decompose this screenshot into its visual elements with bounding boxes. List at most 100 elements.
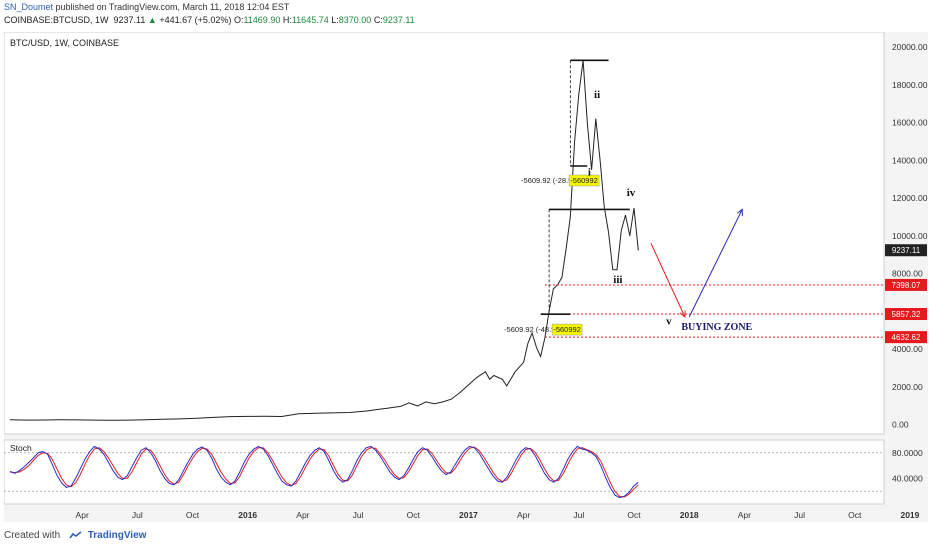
price-point: [459, 392, 461, 393]
price-point: [608, 231, 609, 233]
y-tick-label: 8000.00: [892, 269, 923, 279]
x-tick-label: Oct: [407, 510, 421, 520]
stoch-tick-label: 40.0000: [892, 473, 923, 483]
price-point: [26, 419, 28, 421]
buying-zone-label: BUYING ZONE: [681, 322, 752, 333]
y-tick-label: 10000.00: [892, 231, 928, 241]
measure-2-text: -5609.92 (-48.92%): [504, 325, 569, 334]
close-label: C:: [373, 15, 383, 25]
y-tick-label: 18000.00: [892, 80, 928, 90]
price-point: [595, 118, 597, 120]
x-tick-label: Jul: [353, 510, 364, 520]
price-point: [94, 419, 96, 421]
author-link[interactable]: SN_Doumet: [4, 2, 54, 12]
price-point: [145, 419, 147, 420]
wave-label-i: i: [588, 166, 591, 178]
price-point: [400, 406, 401, 407]
footer: Created with TradingView: [4, 530, 146, 541]
created-with-label: Created with: [4, 530, 61, 541]
x-tick-label: 2019: [900, 510, 919, 520]
wave-label-ii: ii: [594, 89, 600, 101]
price-point: [179, 418, 181, 420]
stoch-tick-label: 80.0000: [892, 448, 923, 458]
measure-1-box: [568, 174, 600, 187]
price-point: [625, 214, 626, 216]
stoch-panel: [4, 439, 885, 505]
stoch-label: Stoch: [10, 443, 32, 453]
price-point: [502, 378, 503, 380]
price-point: [77, 419, 79, 421]
x-tick-label: 2017: [459, 510, 478, 520]
y-tick-label: 20000.00: [892, 42, 928, 52]
price-point: [531, 332, 533, 334]
close-value: 9237.11: [382, 15, 415, 25]
stoch-d-line: [9, 446, 639, 498]
x-tick-label: Apr: [76, 510, 89, 520]
price-point: [60, 419, 62, 421]
chart-area[interactable]: BTC/USD, 1W, COINBASE0.002000.004000.006…: [4, 32, 928, 522]
price-point: [604, 207, 605, 208]
last-price: 9237.11: [113, 15, 146, 25]
price-point: [366, 410, 367, 412]
price-point: [43, 419, 45, 421]
measure-1-box-label: -560992: [570, 176, 598, 185]
price-point: [425, 401, 427, 403]
price-point: [111, 419, 113, 421]
price-point: [633, 207, 635, 209]
price-point: [281, 416, 282, 417]
price-point: [570, 216, 571, 218]
price-point: [9, 419, 11, 421]
measure-1-text: -5609.92 (-28.96%): [521, 176, 586, 185]
last-price-badge: [885, 244, 927, 257]
y-tick-label: 14000.00: [892, 155, 928, 165]
price-point: [587, 122, 588, 123]
price-point: [536, 346, 537, 348]
wave-label-iv: iv: [627, 187, 636, 199]
price-point: [230, 416, 232, 417]
low-value: 8370.00: [338, 15, 372, 25]
price-point: [612, 269, 614, 271]
high-label: H:: [282, 15, 292, 25]
price-point: [629, 235, 631, 237]
x-tick-label: 2018: [680, 510, 699, 520]
ohlc-line: COINBASE:BTCUSD, 1W 9237.11 ▲ +441.67 (+…: [4, 15, 415, 25]
price-point: [637, 249, 639, 251]
y-tick-label: 16000.00: [892, 118, 928, 128]
y-tick-label: 12000.00: [892, 193, 928, 203]
price-point: [298, 413, 299, 415]
publish-line: SN_Doumet published on TradingView.com, …: [4, 2, 289, 12]
support-level-badge: [885, 331, 927, 344]
price-chart-svg[interactable]: BTC/USD, 1W, COINBASE0.002000.004000.006…: [4, 32, 928, 522]
price-point: [247, 416, 249, 417]
x-tick-label: 2016: [238, 510, 257, 520]
tradingview-brand-link[interactable]: TradingView: [87, 530, 147, 541]
y-tick-label: 4000.00: [892, 344, 923, 354]
y-tick-label: 2000.00: [892, 382, 923, 392]
measure-2-box-label: -560992: [553, 325, 581, 334]
price-point: [565, 248, 567, 250]
x-tick-label: Apr: [296, 510, 309, 520]
price-point: [485, 371, 486, 373]
support-level-badge: [885, 278, 927, 291]
x-tick-label: Oct: [627, 510, 641, 520]
price-point: [442, 401, 444, 403]
price-point: [349, 412, 350, 413]
chart-header: SN_Doumet published on TradingView.com, …: [0, 0, 932, 30]
price-point: [493, 375, 495, 376]
price-point: [578, 93, 580, 95]
y-tick-label: 0.00: [892, 420, 909, 430]
price-point: [128, 419, 130, 421]
price-point: [468, 384, 469, 386]
low-label: L:: [331, 15, 339, 25]
price-point: [332, 412, 333, 414]
price-point: [408, 402, 410, 404]
price-point: [434, 403, 435, 405]
x-tick-label: Apr: [738, 510, 751, 520]
chart-title: BTC/USD, 1W, COINBASE: [10, 38, 119, 48]
x-tick-label: Oct: [186, 510, 200, 520]
support-level-badge: [885, 308, 927, 321]
support-level-label: 5857.32: [892, 310, 921, 319]
x-tick-label: Oct: [848, 510, 862, 520]
price-point: [451, 398, 452, 400]
measure-2-box: [551, 323, 583, 336]
